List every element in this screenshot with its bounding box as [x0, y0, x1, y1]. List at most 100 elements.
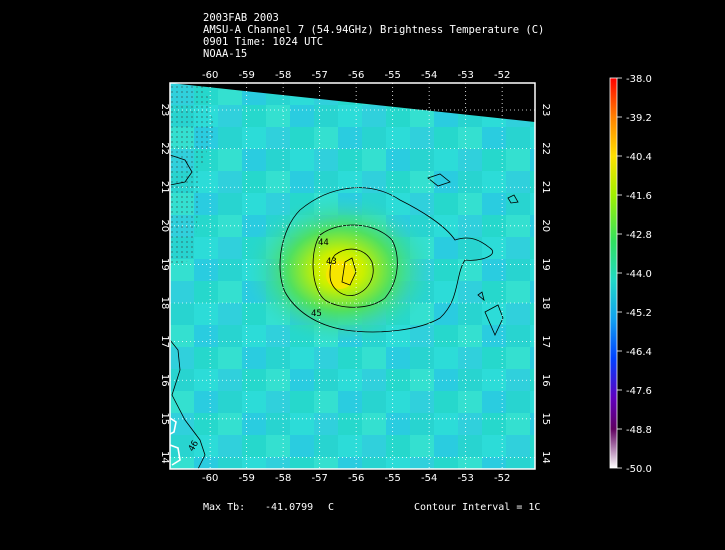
- pixel-cell: [482, 193, 506, 215]
- pixel-cell: [218, 457, 242, 469]
- pixel-cell: [482, 325, 506, 347]
- pixel-cell: [482, 457, 506, 469]
- pixel-cell: [290, 105, 314, 127]
- pixel-cell: [338, 435, 362, 457]
- pixel-cell: [530, 457, 535, 469]
- pixel-cell: [338, 391, 362, 413]
- pixel-cell: [218, 413, 242, 435]
- pixel-cell: [386, 435, 410, 457]
- pixel-cell: [266, 149, 290, 171]
- pixel-cell: [338, 413, 362, 435]
- lon-tick-label: -53: [457, 473, 473, 484]
- lon-tick-label: -59: [238, 70, 254, 81]
- title-line-2: AMSU-A Channel 7 (54.94GHz) Brightness T…: [203, 24, 545, 36]
- pixel-cell: [530, 281, 535, 303]
- pixel-cell: [506, 127, 530, 149]
- pixel-cell: [266, 105, 290, 127]
- pixel-cell: [530, 127, 535, 149]
- pixel-cell: [410, 413, 434, 435]
- colorbar-label: -47.6: [626, 386, 652, 397]
- pixel-cell: [482, 435, 506, 457]
- pixel-cell: [218, 281, 242, 303]
- pixel-cell: [386, 347, 410, 369]
- pixel-cell: [434, 413, 458, 435]
- contour-west-1: [170, 154, 193, 186]
- pixel-cell: [266, 127, 290, 149]
- pixel-cell: [530, 347, 535, 369]
- contour-label-46: 46: [187, 439, 201, 453]
- lon-tick-label: -60: [202, 473, 218, 484]
- pixel-cell: [314, 127, 338, 149]
- lat-tick-label: 17: [540, 335, 551, 348]
- pixel-cell: [266, 413, 290, 435]
- pixel-cell: [530, 303, 535, 325]
- pixel-cell: [482, 281, 506, 303]
- lon-tick-label: -52: [494, 70, 510, 81]
- pixel-cell: [362, 413, 386, 435]
- pixel-cell: [290, 127, 314, 149]
- pixel-cell: [458, 127, 482, 149]
- pixel-cell: [266, 435, 290, 457]
- lat-tick-label: 17: [159, 335, 170, 348]
- pixel-cell: [266, 457, 290, 469]
- colorbar: [609, 77, 618, 469]
- pixel-cell: [242, 325, 266, 347]
- pixel-cell: [458, 347, 482, 369]
- pixel-cell: [410, 127, 434, 149]
- lat-tick-label: 16: [540, 374, 551, 387]
- pixel-cell: [434, 347, 458, 369]
- pixel-cell: [314, 105, 338, 127]
- pixel-cell: [386, 391, 410, 413]
- pixel-cell: [362, 391, 386, 413]
- pixel-cell: [434, 435, 458, 457]
- pixel-cell: [362, 105, 386, 127]
- pixel-cell: [530, 325, 535, 347]
- max-tb-unit: C: [328, 502, 335, 513]
- pixel-cell: [362, 127, 386, 149]
- lon-tick-label: -52: [494, 473, 510, 484]
- pixel-cell: [314, 149, 338, 171]
- pixel-cell: [458, 303, 482, 325]
- pixel-cell: [242, 413, 266, 435]
- pixel-cell: [386, 149, 410, 171]
- lat-ticks-right: 14 15 16 17 18 19 20 21 22 23: [540, 104, 551, 464]
- title-line-4: NOAA-15: [203, 48, 248, 60]
- pixel-cell: [194, 347, 218, 369]
- colorbar-label: -50.0: [626, 464, 652, 475]
- lon-tick-label: -55: [384, 473, 400, 484]
- lon-tick-label: -54: [421, 473, 437, 484]
- pixel-cell: [338, 347, 362, 369]
- warm-core-max: [326, 261, 354, 289]
- pixel-cell: [434, 281, 458, 303]
- pixel-cell: [410, 391, 434, 413]
- pixel-cell: [242, 391, 266, 413]
- pixel-cell: [218, 347, 242, 369]
- pixel-cell: [482, 237, 506, 259]
- pixel-cell: [266, 391, 290, 413]
- pixel-cell: [530, 435, 535, 457]
- contour-42: [341, 257, 357, 286]
- pixel-cell: [242, 171, 266, 193]
- pixel-cell: [410, 149, 434, 171]
- lon-tick-label: -53: [457, 70, 473, 81]
- contour-44: [312, 224, 398, 308]
- pixel-cell: [242, 435, 266, 457]
- contour-45: [279, 187, 493, 333]
- contour-small-1: [427, 173, 451, 187]
- pixel-cell: [434, 325, 458, 347]
- pixel-cell: [170, 391, 194, 413]
- contour-small-4: [477, 291, 485, 302]
- pixel-cell: [410, 171, 434, 193]
- pixel-cell: [218, 171, 242, 193]
- pixel-cell: [362, 457, 386, 469]
- lat-tick-label: 19: [540, 258, 551, 271]
- pixel-cell: [458, 259, 482, 281]
- colorbar-label: -46.4: [626, 347, 652, 358]
- lat-tick-label: 19: [159, 258, 170, 271]
- pixel-cell: [386, 457, 410, 469]
- lon-ticks-bottom: -60 -59 -58 -57 -56 -55 -54 -53 -52: [202, 473, 510, 484]
- pixel-cell: [506, 149, 530, 171]
- pixel-cell: [218, 435, 242, 457]
- pixel-cell: [386, 413, 410, 435]
